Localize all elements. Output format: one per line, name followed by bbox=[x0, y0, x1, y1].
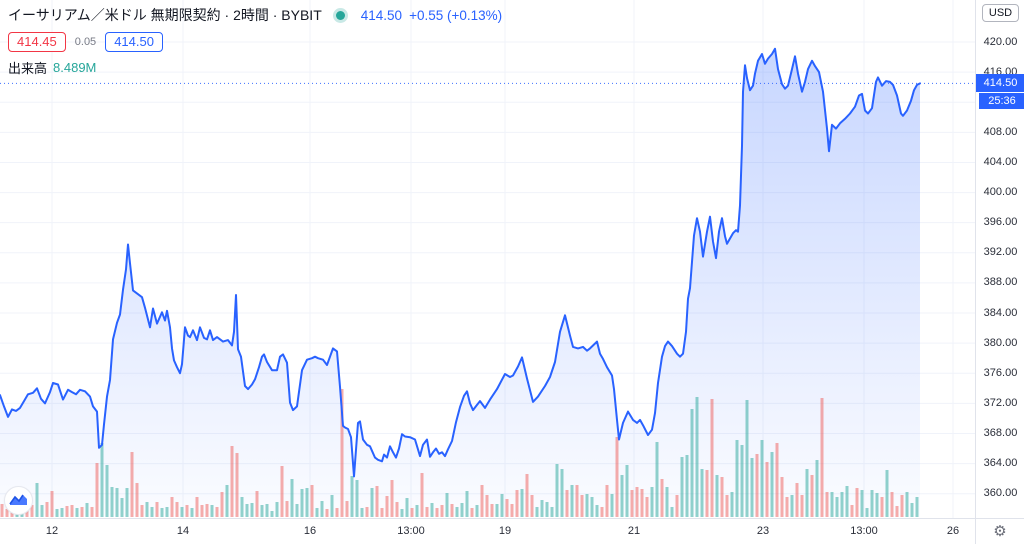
time-axis-label: 13:00 bbox=[850, 525, 878, 537]
volume-row: 出来高 8.489M bbox=[8, 58, 502, 77]
time-axis-label: 23 bbox=[756, 525, 770, 537]
time-axis-label: 13:00 bbox=[397, 525, 425, 537]
current-price-badge[interactable]: 414.50 bbox=[976, 74, 1024, 92]
gear-icon[interactable]: ⚙ bbox=[975, 518, 1024, 544]
last-price: 414.50 bbox=[360, 7, 403, 23]
price-axis-label: 380.00 bbox=[983, 336, 1018, 349]
buy-ask-button[interactable]: 414.50 bbox=[105, 32, 163, 52]
spread-value: 0.05 bbox=[74, 36, 97, 48]
price-axis-label: 408.00 bbox=[983, 125, 1018, 138]
price-axis-label: 392.00 bbox=[983, 246, 1018, 259]
price-axis[interactable]: USD 420.00 416.00 408.00 404.00 400.00 396.00… bbox=[975, 0, 1024, 518]
bar-countdown-badge: 25:36 bbox=[979, 93, 1024, 109]
time-axis[interactable]: 12 14 16 13:00 19 21 23 13:00 26 bbox=[0, 518, 1024, 544]
price-axis-label: 388.00 bbox=[983, 276, 1018, 289]
market-status-dot-icon bbox=[335, 10, 345, 20]
time-axis-label: 26 bbox=[946, 525, 960, 537]
price-axis-label: 400.00 bbox=[983, 186, 1018, 199]
mountain-chart-icon bbox=[9, 494, 27, 505]
legend-symbol-row: イーサリアム／米ドル 無期限契約 · 2時間 · BYBIT 414.50 +0… bbox=[8, 5, 502, 25]
price-axis-label: 384.00 bbox=[983, 306, 1018, 319]
volume-value: 8.489M bbox=[53, 60, 97, 75]
price-axis-label: 368.00 bbox=[983, 426, 1018, 439]
time-axis-label: 16 bbox=[303, 525, 317, 537]
time-axis-label: 21 bbox=[627, 525, 641, 537]
price-axis-label: 376.00 bbox=[983, 366, 1018, 379]
legend: イーサリアム／米ドル 無期限契約 · 2時間 · BYBIT 414.50 +0… bbox=[8, 5, 502, 77]
price-area-chart bbox=[0, 0, 975, 518]
currency-button[interactable]: USD bbox=[982, 4, 1019, 22]
time-axis-label: 14 bbox=[176, 525, 190, 537]
time-axis-label: 12 bbox=[45, 525, 59, 537]
price-change: +0.55 (+0.13%) bbox=[409, 7, 503, 23]
price-axis-label: 420.00 bbox=[983, 35, 1018, 48]
time-axis-label: 19 bbox=[498, 525, 512, 537]
price-axis-label: 396.00 bbox=[983, 216, 1018, 229]
quote-row: 414.45 0.05 414.50 bbox=[8, 32, 502, 52]
chart-canvas[interactable] bbox=[0, 0, 975, 518]
price-axis-label: 372.00 bbox=[983, 396, 1018, 409]
sell-bid-button[interactable]: 414.45 bbox=[8, 32, 66, 52]
symbol-title[interactable]: イーサリアム／米ドル 無期限契約 · 2時間 · BYBIT bbox=[8, 7, 322, 23]
price-axis-label: 360.00 bbox=[983, 487, 1018, 500]
tradingview-logo[interactable] bbox=[4, 486, 33, 515]
price-axis-label: 364.00 bbox=[983, 457, 1018, 470]
price-axis-label: 404.00 bbox=[983, 155, 1018, 168]
volume-label: 出来高 bbox=[8, 61, 48, 76]
